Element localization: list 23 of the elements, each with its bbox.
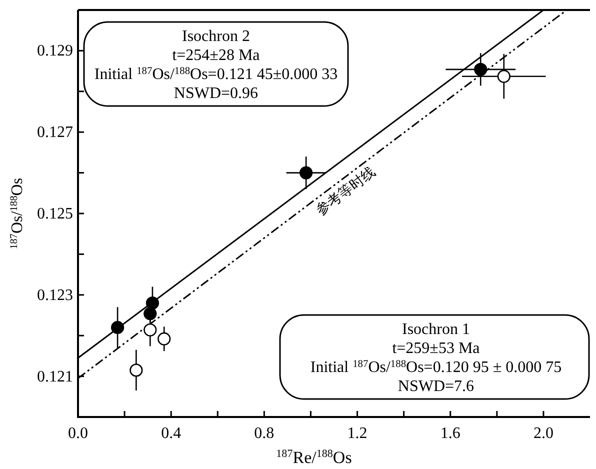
point: [144, 307, 157, 320]
y-tick-label: 0.127: [37, 124, 73, 142]
x-tick-label: 0.8: [254, 425, 274, 442]
y-tick-label: 0.123: [37, 286, 73, 304]
point: [300, 166, 313, 180]
point: [130, 364, 143, 377]
point: [110, 320, 124, 334]
point: [144, 323, 157, 336]
x-tick-label: 0.0: [68, 425, 88, 442]
y-tick-label: 0.129: [37, 42, 73, 60]
x-tick-label: 2.0: [533, 425, 554, 442]
x-tick-label: 1.2: [347, 425, 368, 442]
point: [474, 62, 488, 76]
x-tick-label: 1.6: [440, 425, 460, 442]
x-axis-title: $^{187}$Re/$^{188}$Os: [276, 448, 352, 467]
y-tick-label: 0.121: [37, 368, 73, 386]
y-tick-label: 0.125: [37, 206, 73, 222]
point: [497, 70, 510, 83]
x-tick-label: 0.4: [161, 425, 182, 442]
text: Isochron 2 t=254±28 Ma Initial $^{187}$Os/$^{188}$Os=0.121 45±0.000 33 NSWD=0.96: [94, 28, 338, 102]
text: 参考等时线: [313, 164, 379, 219]
text: Isochron 1 t=259±53 Ma Initial $^{187}$Os/$^{188}$Os=0.120 95 ± 0.000 75 NSWD=7.6: [310, 321, 562, 395]
point: [158, 332, 171, 346]
